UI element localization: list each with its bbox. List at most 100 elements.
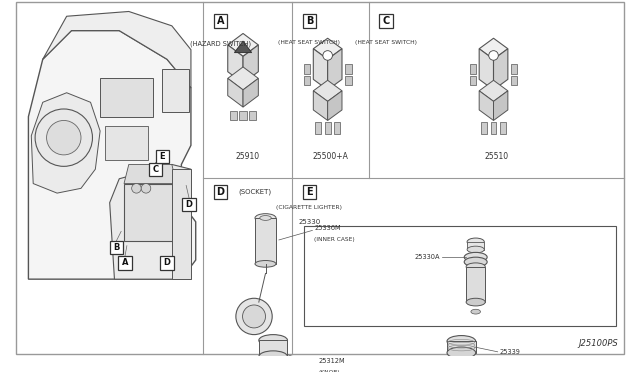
Ellipse shape <box>259 351 287 362</box>
Circle shape <box>489 51 499 60</box>
Bar <box>304 64 310 74</box>
Text: (INNER CASE): (INNER CASE) <box>314 237 355 241</box>
Polygon shape <box>314 49 328 90</box>
Ellipse shape <box>467 238 484 246</box>
Bar <box>255 218 276 264</box>
Text: 25910: 25910 <box>236 152 260 161</box>
Ellipse shape <box>466 298 485 306</box>
Bar <box>467 242 484 250</box>
Bar <box>345 64 351 74</box>
Text: J25100PS: J25100PS <box>579 339 618 348</box>
Text: D: D <box>164 259 170 267</box>
Ellipse shape <box>243 305 266 328</box>
Bar <box>334 122 340 134</box>
Ellipse shape <box>447 347 476 359</box>
Bar <box>491 122 497 134</box>
Bar <box>470 76 476 85</box>
Text: 25336M: 25336M <box>314 225 341 231</box>
Text: A: A <box>122 259 128 267</box>
Bar <box>182 198 196 211</box>
Text: E: E <box>159 152 165 161</box>
Bar <box>470 64 476 74</box>
Bar <box>239 111 247 121</box>
Polygon shape <box>493 49 508 90</box>
Bar <box>304 226 616 326</box>
Ellipse shape <box>471 309 481 314</box>
Text: (HAZARD SWITCH): (HAZARD SWITCH) <box>190 40 251 46</box>
Bar <box>259 340 287 357</box>
Text: (HEAT SEAT SWITCH): (HEAT SEAT SWITCH) <box>278 40 340 45</box>
Bar <box>303 15 316 28</box>
Polygon shape <box>28 31 196 279</box>
Polygon shape <box>479 91 493 121</box>
Ellipse shape <box>236 298 272 334</box>
Polygon shape <box>314 38 342 59</box>
Bar <box>109 241 123 254</box>
Bar <box>105 126 148 160</box>
Bar <box>124 183 177 241</box>
Text: A: A <box>217 16 225 26</box>
Bar <box>324 122 330 134</box>
Circle shape <box>132 183 141 193</box>
Bar <box>511 76 517 85</box>
Polygon shape <box>479 49 493 90</box>
Text: B: B <box>113 243 120 252</box>
Polygon shape <box>31 93 100 193</box>
Text: B: B <box>306 16 313 26</box>
Polygon shape <box>228 78 243 107</box>
Text: C: C <box>152 165 159 174</box>
Text: E: E <box>306 187 313 197</box>
Polygon shape <box>328 49 342 90</box>
Bar <box>161 256 173 270</box>
Polygon shape <box>234 41 252 52</box>
Polygon shape <box>479 38 508 59</box>
Text: (CIGARETTE LIGHTER): (CIGARETTE LIGHTER) <box>276 205 342 209</box>
Polygon shape <box>328 91 342 121</box>
Text: 25330: 25330 <box>298 219 321 225</box>
Bar <box>214 15 227 28</box>
Text: (SOCKET): (SOCKET) <box>239 189 271 195</box>
Ellipse shape <box>467 246 484 253</box>
Ellipse shape <box>255 214 276 222</box>
Ellipse shape <box>447 336 476 347</box>
Bar <box>380 15 393 28</box>
Ellipse shape <box>255 260 276 267</box>
Polygon shape <box>228 67 259 90</box>
Polygon shape <box>243 78 259 107</box>
Bar <box>345 76 351 85</box>
Circle shape <box>47 121 81 155</box>
Bar <box>118 256 132 270</box>
Polygon shape <box>314 91 328 121</box>
Polygon shape <box>314 80 342 101</box>
Text: C: C <box>382 16 390 26</box>
Bar <box>500 122 506 134</box>
Bar <box>466 267 485 302</box>
Text: 25312M: 25312M <box>318 358 345 365</box>
Ellipse shape <box>464 252 487 262</box>
Bar <box>230 111 237 121</box>
Ellipse shape <box>466 263 485 270</box>
Bar <box>156 150 169 163</box>
Polygon shape <box>43 12 191 88</box>
Circle shape <box>35 109 92 166</box>
Bar <box>447 341 476 353</box>
Text: 25339: 25339 <box>500 349 520 355</box>
Text: 25330A: 25330A <box>415 254 440 260</box>
Ellipse shape <box>464 257 487 267</box>
Text: D: D <box>216 187 225 197</box>
Polygon shape <box>109 164 191 279</box>
Text: (KNOB): (KNOB) <box>318 371 340 372</box>
Circle shape <box>141 183 151 193</box>
Circle shape <box>323 51 332 60</box>
Polygon shape <box>124 164 177 183</box>
Polygon shape <box>228 45 243 83</box>
Polygon shape <box>479 80 508 101</box>
Bar <box>303 186 316 199</box>
Bar <box>100 78 153 117</box>
Text: D: D <box>186 200 193 209</box>
Bar <box>214 186 227 199</box>
Ellipse shape <box>259 334 287 346</box>
Bar <box>316 122 321 134</box>
Text: (HEAT SEAT SWITCH): (HEAT SEAT SWITCH) <box>355 40 417 45</box>
Text: 25500+A: 25500+A <box>312 152 348 161</box>
